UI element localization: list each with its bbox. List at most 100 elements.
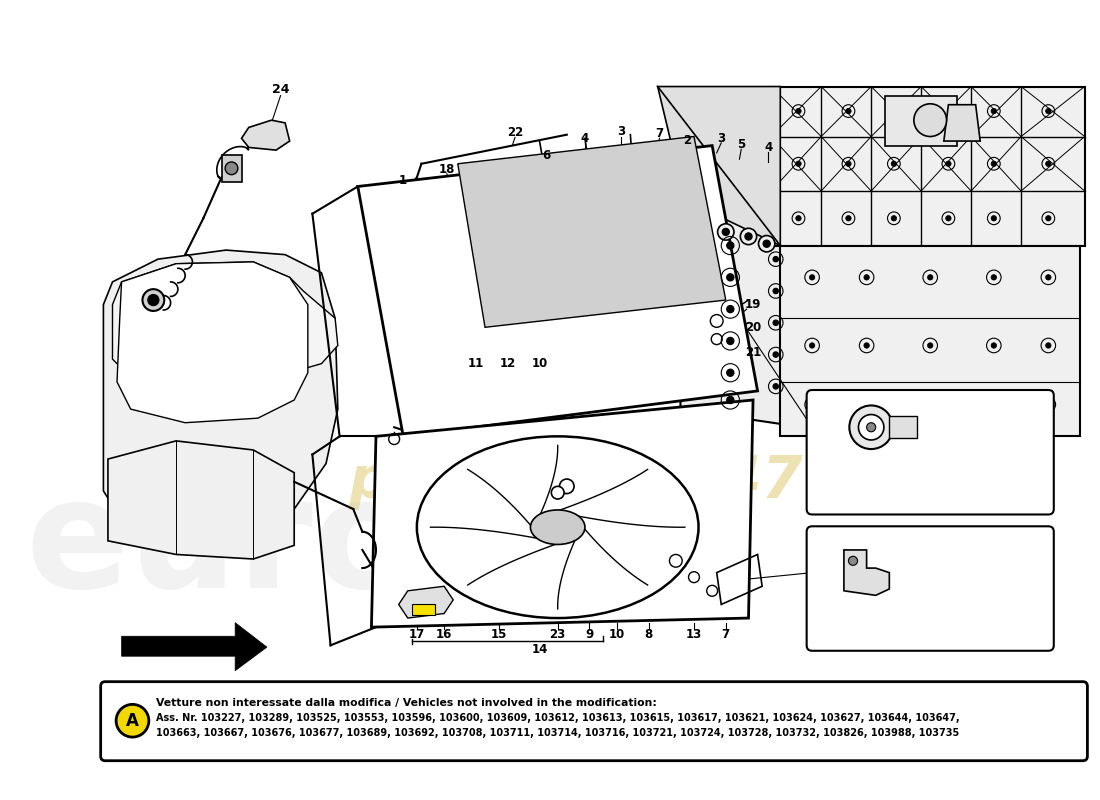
Circle shape	[659, 206, 666, 213]
Bar	[884, 96, 957, 146]
Circle shape	[864, 342, 869, 348]
Text: 17: 17	[409, 628, 425, 641]
Circle shape	[946, 215, 952, 221]
Text: 8: 8	[645, 628, 652, 641]
Text: 7: 7	[656, 127, 663, 140]
Polygon shape	[771, 86, 1085, 246]
Circle shape	[727, 242, 734, 249]
Circle shape	[946, 161, 952, 166]
Text: 9: 9	[585, 628, 594, 641]
Polygon shape	[398, 586, 453, 618]
Circle shape	[991, 342, 997, 348]
Polygon shape	[358, 146, 758, 436]
Text: 8: 8	[999, 528, 1007, 541]
Circle shape	[740, 228, 757, 245]
Polygon shape	[780, 246, 1080, 436]
Circle shape	[626, 195, 640, 210]
Text: Valid for... see description: Valid for... see description	[835, 602, 989, 612]
Text: 103663, 103667, 103676, 103677, 103689, 103692, 103708, 103711, 103714, 103716, : 103663, 103667, 103676, 103677, 103689, …	[156, 727, 959, 738]
Text: 24: 24	[272, 82, 289, 96]
Text: 21: 21	[745, 346, 761, 359]
Polygon shape	[658, 86, 780, 246]
Circle shape	[727, 338, 734, 345]
FancyBboxPatch shape	[806, 526, 1054, 650]
Circle shape	[810, 274, 815, 280]
Polygon shape	[108, 441, 294, 559]
Text: Ass. Nr. 103227, 103289, 103525, 103553, 103596, 103600, 103609, 103612, 103613,: Ass. Nr. 103227, 103289, 103525, 103553,…	[156, 713, 959, 723]
Circle shape	[795, 108, 801, 114]
Circle shape	[551, 486, 564, 499]
Circle shape	[991, 161, 997, 166]
Circle shape	[810, 402, 815, 407]
Polygon shape	[681, 195, 803, 427]
Circle shape	[891, 161, 896, 166]
Text: passione1947: passione1947	[349, 454, 803, 510]
Circle shape	[549, 214, 558, 223]
Text: 2: 2	[999, 392, 1007, 405]
Text: 4: 4	[764, 141, 772, 154]
Circle shape	[795, 215, 801, 221]
Circle shape	[723, 228, 729, 235]
Text: 14: 14	[531, 643, 548, 656]
Text: 2: 2	[683, 134, 691, 146]
Circle shape	[143, 289, 164, 311]
Text: 20: 20	[745, 321, 761, 334]
FancyBboxPatch shape	[101, 682, 1088, 761]
Circle shape	[849, 406, 893, 449]
Bar	[889, 416, 916, 438]
Circle shape	[763, 240, 770, 247]
Text: 11: 11	[468, 357, 484, 370]
Circle shape	[226, 162, 238, 174]
Circle shape	[991, 108, 997, 114]
Circle shape	[773, 288, 779, 294]
Circle shape	[891, 215, 896, 221]
Circle shape	[773, 384, 779, 389]
Circle shape	[773, 257, 779, 262]
Polygon shape	[944, 105, 980, 141]
Text: 5: 5	[737, 138, 746, 151]
Circle shape	[727, 396, 734, 404]
Circle shape	[864, 274, 869, 280]
Polygon shape	[242, 120, 289, 150]
Text: 13: 13	[686, 628, 702, 641]
Ellipse shape	[530, 510, 585, 545]
Polygon shape	[103, 250, 338, 546]
Text: 1: 1	[399, 174, 407, 186]
Text: Vale per... vedi descrizione: Vale per... vedi descrizione	[833, 589, 991, 598]
Circle shape	[891, 108, 896, 114]
Circle shape	[864, 402, 869, 407]
Circle shape	[654, 201, 670, 218]
Polygon shape	[117, 262, 308, 422]
Circle shape	[1046, 342, 1052, 348]
Text: Vetture non interessate dalla modifica / Vehicles not involved in the modificati: Vetture non interessate dalla modifica /…	[156, 698, 657, 707]
Circle shape	[848, 556, 858, 566]
Text: 22: 22	[507, 126, 524, 139]
Circle shape	[691, 214, 706, 231]
Circle shape	[695, 219, 702, 226]
Bar	[412, 605, 434, 615]
Circle shape	[759, 235, 774, 252]
Circle shape	[117, 704, 148, 737]
Text: A: A	[126, 712, 139, 730]
Circle shape	[927, 342, 933, 348]
Circle shape	[858, 414, 884, 440]
Circle shape	[560, 479, 574, 494]
Circle shape	[1046, 402, 1052, 407]
Text: 4: 4	[581, 132, 590, 145]
Circle shape	[773, 320, 779, 326]
Circle shape	[991, 215, 997, 221]
Circle shape	[583, 200, 602, 218]
Circle shape	[745, 233, 752, 240]
Text: 23: 23	[550, 628, 565, 641]
Circle shape	[727, 306, 734, 313]
Circle shape	[867, 422, 876, 432]
FancyBboxPatch shape	[806, 390, 1054, 514]
Text: Vale per... vedi descrizione: Vale per... vedi descrizione	[833, 451, 991, 462]
Circle shape	[717, 224, 734, 240]
Circle shape	[846, 108, 851, 114]
Circle shape	[927, 274, 933, 280]
Text: 10: 10	[531, 357, 548, 370]
Polygon shape	[112, 262, 338, 386]
Circle shape	[542, 207, 564, 229]
Circle shape	[1046, 161, 1052, 166]
